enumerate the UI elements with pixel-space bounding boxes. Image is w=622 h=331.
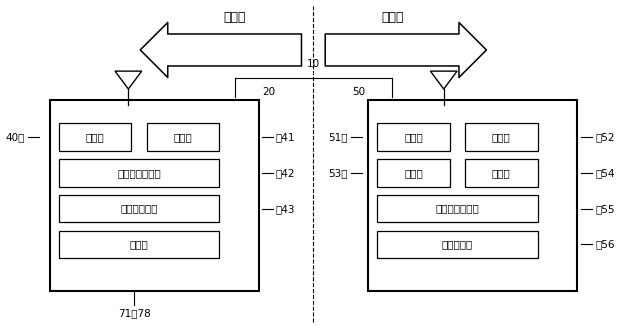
Text: 51－: 51－ — [328, 132, 348, 142]
Bar — [50, 100, 259, 291]
Bar — [58, 231, 220, 258]
Text: 無線部: 無線部 — [86, 132, 104, 142]
Text: －42: －42 — [276, 168, 295, 178]
Text: 映像信号処理部: 映像信号処理部 — [117, 168, 161, 178]
Text: －54: －54 — [595, 168, 615, 178]
Text: カメラ切替部: カメラ切替部 — [120, 204, 158, 213]
Bar — [377, 195, 538, 222]
Text: 作業検知部: 作業検知部 — [442, 239, 473, 250]
Bar — [377, 123, 450, 151]
Bar — [368, 100, 577, 291]
Bar — [377, 231, 538, 258]
Bar — [465, 123, 538, 151]
Text: －55: －55 — [595, 204, 615, 214]
Text: 50: 50 — [352, 87, 365, 97]
Text: 操作部: 操作部 — [404, 168, 423, 178]
Text: カメラ: カメラ — [129, 239, 149, 250]
Text: 20: 20 — [262, 87, 275, 97]
Text: 作業場: 作業場 — [223, 11, 246, 24]
Bar — [465, 159, 538, 187]
FancyArrowPatch shape — [325, 23, 486, 77]
Text: 操作室: 操作室 — [381, 11, 404, 24]
Text: 40－: 40－ — [6, 132, 26, 142]
Text: 表示部: 表示部 — [492, 168, 511, 178]
Text: 制御部: 制御部 — [492, 132, 511, 142]
Bar — [58, 195, 220, 222]
Text: 53－: 53－ — [328, 168, 348, 178]
Text: －52: －52 — [595, 132, 615, 142]
Text: 映像信号処理部: 映像信号処理部 — [435, 204, 480, 213]
Text: 制御部: 制御部 — [174, 132, 192, 142]
Text: 無線部: 無線部 — [404, 132, 423, 142]
Bar — [58, 123, 131, 151]
Text: －41: －41 — [276, 132, 295, 142]
Bar — [58, 159, 220, 187]
Text: －56: －56 — [595, 239, 615, 249]
FancyArrowPatch shape — [140, 23, 302, 77]
Bar — [377, 159, 450, 187]
Text: 71～78: 71～78 — [118, 308, 151, 318]
Text: 10: 10 — [307, 60, 320, 70]
Bar — [147, 123, 220, 151]
Text: －43: －43 — [276, 204, 295, 214]
